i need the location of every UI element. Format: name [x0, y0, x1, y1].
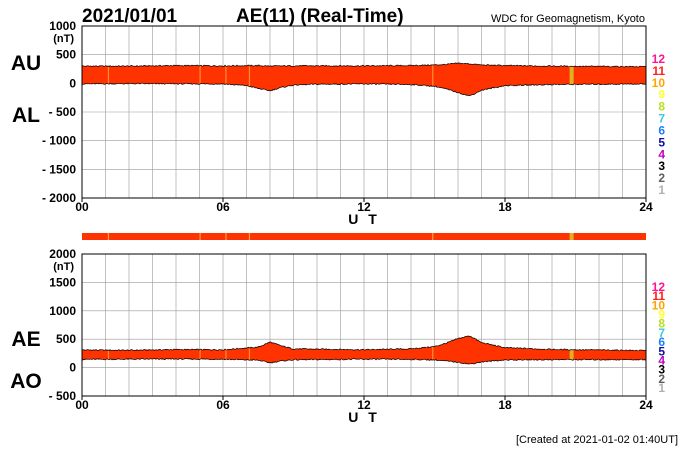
series-side-label: AE	[11, 328, 40, 351]
y-tick-label: 1000	[49, 304, 76, 318]
coverage-gap-marker	[107, 233, 110, 240]
coverage-bar	[82, 233, 646, 240]
coverage-gap-marker	[569, 233, 574, 240]
series-side-label: AU	[11, 52, 41, 75]
station-legend-entry: 6	[658, 123, 665, 137]
station-legend-entry: 7	[658, 112, 665, 126]
station-gap-marker	[432, 346, 434, 360]
station-gap-marker	[225, 349, 227, 360]
coverage-gap-marker	[248, 233, 251, 240]
date-label: 2021/01/01	[82, 6, 178, 27]
x-tick-label: 00	[75, 398, 89, 412]
station-legend-entry: 11	[652, 64, 665, 78]
y-tick-label: - 1500	[42, 162, 76, 176]
created-timestamp: [Created at 2021-01-02 01:40UT]	[516, 434, 678, 446]
y-tick-label: 500	[56, 48, 76, 62]
station-gap-marker	[248, 347, 251, 360]
station-gap-marker	[569, 349, 574, 360]
x-tick-label: 18	[498, 200, 512, 214]
series-line-al	[81, 82, 647, 96]
x-tick-label: 18	[498, 398, 512, 412]
y-tick-label: 500	[56, 332, 76, 346]
unit-label: (nT)	[53, 33, 74, 45]
x-tick-label: 24	[639, 200, 653, 214]
coverage-gap-marker	[225, 233, 227, 240]
index-area-fill	[82, 62, 646, 96]
station-legend-entry: 2	[658, 171, 665, 185]
source-label: WDC for Geomagnetism, Kyoto	[491, 13, 645, 25]
x-axis-title: U T	[348, 409, 380, 425]
station-legend-entry: 4	[658, 353, 665, 367]
station-gap-marker	[107, 350, 110, 360]
y-tick-label: 0	[69, 76, 76, 90]
y-tick-label: - 2000	[42, 191, 76, 205]
x-tick-label: 06	[216, 398, 230, 412]
station-gap-marker	[225, 65, 227, 85]
y-tick-label: - 500	[49, 105, 77, 119]
x-tick-label: 12	[357, 398, 371, 412]
series-side-label: AO	[10, 370, 42, 393]
x-tick-label: 00	[75, 200, 89, 214]
x-tick-label: 06	[216, 200, 230, 214]
station-legend-entry: 3	[658, 363, 665, 377]
station-legend-entry: 8	[658, 100, 665, 114]
station-gap-marker	[432, 65, 434, 87]
station-legend-entry: 4	[658, 147, 665, 161]
station-legend-entry: 7	[658, 326, 665, 340]
station-legend-entry: 8	[658, 317, 665, 331]
station-legend-entry: 10	[652, 298, 666, 312]
station-legend-entry: 9	[658, 308, 665, 322]
station-gap-marker	[199, 349, 201, 360]
chart-title: AE(11) (Real-Time)	[236, 6, 404, 27]
y-tick-label: - 500	[49, 389, 77, 403]
station-coverage-strip	[82, 233, 646, 240]
station-legend-entry: 1	[658, 381, 665, 395]
y-tick-label: 2000	[49, 247, 76, 261]
station-legend-entry: 2	[658, 372, 665, 386]
station-legend-entry: 12	[652, 52, 666, 66]
x-tick-label: 12	[357, 200, 371, 214]
station-gap-marker	[199, 65, 201, 84]
y-tick-label: 0	[69, 361, 76, 375]
coverage-gap-marker	[199, 233, 201, 240]
station-legend-entry: 6	[658, 335, 665, 349]
station-legend-entry: 12	[652, 280, 666, 294]
station-legend-entry: 11	[652, 289, 665, 303]
series-line-ao	[81, 358, 647, 365]
station-legend-entry: 3	[658, 159, 665, 173]
x-tick-label: 24	[639, 398, 653, 412]
station-gap-marker	[107, 66, 110, 84]
y-tick-label: 1000	[49, 19, 76, 33]
station-legend-entry: 10	[652, 76, 666, 90]
station-legend-entry: 9	[658, 88, 665, 102]
station-gap-marker	[248, 65, 251, 87]
x-axis-title: U T	[348, 211, 380, 227]
station-legend-entry: 5	[658, 344, 665, 358]
coverage-gap-marker	[432, 233, 434, 240]
station-legend-entry: 5	[658, 135, 665, 149]
series-line-au	[81, 62, 647, 68]
y-tick-label: - 1000	[42, 134, 76, 148]
station-legend-entry: 1	[658, 183, 665, 197]
unit-label: (nT)	[53, 261, 74, 273]
series-line-ae	[81, 335, 647, 352]
series-side-label: AL	[12, 104, 40, 127]
station-gap-marker	[569, 66, 574, 85]
y-tick-label: 1500	[49, 275, 76, 289]
